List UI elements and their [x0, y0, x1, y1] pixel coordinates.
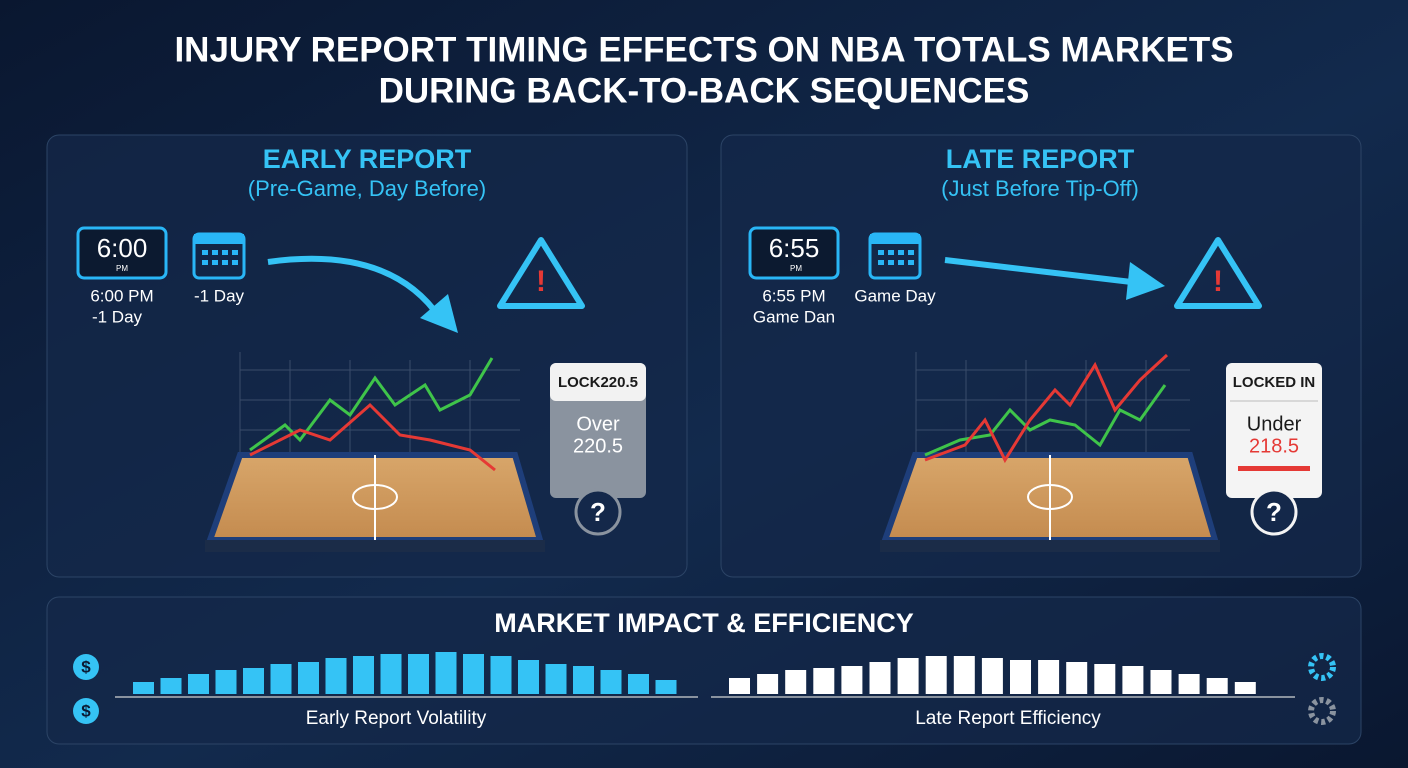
bar: [925, 656, 947, 694]
bar: [1066, 662, 1088, 694]
bar: [133, 682, 154, 694]
panel-subtitle: (Just Before Tip-Off): [941, 176, 1139, 201]
bar: [1010, 660, 1031, 694]
bar: [243, 668, 264, 694]
bar: [1234, 682, 1256, 694]
dollar-icon: $: [81, 701, 91, 720]
time-label: -1 Day: [92, 307, 143, 326]
bar: [270, 664, 292, 694]
bar: [215, 670, 237, 694]
bar: [518, 660, 539, 694]
ticket-header: LOCKED IN: [1233, 374, 1316, 391]
bar: [1150, 670, 1172, 694]
alert-icon: !: [1213, 265, 1223, 298]
bar: [325, 658, 347, 694]
time-label: 6:00 PM: [90, 286, 153, 305]
ticket-pick: Over: [576, 413, 620, 435]
panel-subtitle: (Pre-Game, Day Before): [248, 176, 486, 201]
clock: 6:55: [769, 233, 820, 263]
bar: [841, 666, 863, 694]
bar: [981, 658, 1003, 694]
chart-label: Late Report Efficiency: [915, 708, 1101, 729]
bar: [490, 656, 512, 694]
bar: [435, 652, 457, 694]
bar: [160, 678, 182, 694]
bar: [869, 662, 891, 694]
bar: [573, 666, 594, 694]
title: DURING BACK-TO-BACK SEQUENCES: [379, 71, 1030, 110]
bar: [953, 656, 975, 694]
bar: [729, 678, 750, 694]
early-panel: EARLY REPORT (Pre-Game, Day Before) 6:00…: [46, 134, 688, 578]
bar: [1206, 678, 1228, 694]
bar: [1094, 664, 1116, 694]
clock-suffix: PM: [116, 264, 128, 273]
bar: [1122, 666, 1144, 694]
bar: [757, 674, 779, 694]
late-panel: LATE REPORT (Just Before Tip-Off) 6:55 P…: [720, 134, 1362, 578]
bar: [380, 654, 402, 694]
panel-title: LATE REPORT: [946, 144, 1135, 174]
bar: [188, 674, 209, 694]
bar: [813, 668, 835, 694]
clock-suffix: PM: [790, 264, 802, 273]
bar: [545, 664, 567, 694]
ticket-header: LOCK220.5: [558, 374, 638, 391]
bar: [1178, 674, 1200, 694]
time-label: 6:55 PM: [762, 286, 825, 305]
panel-title: EARLY REPORT: [263, 144, 472, 174]
ticket-line: 220.5: [573, 435, 623, 457]
bar: [1038, 660, 1060, 694]
footer-title: MARKET IMPACT & EFFICIENCY: [494, 608, 914, 638]
bar: [353, 656, 374, 694]
clock: 6:00: [97, 233, 148, 263]
bar: [655, 680, 677, 694]
bar: [408, 654, 429, 694]
bar: [897, 658, 919, 694]
dollar-icon: $: [81, 657, 91, 676]
time-label: Game Dan: [753, 307, 835, 326]
bar: [298, 662, 319, 694]
bar: [463, 654, 484, 694]
question-icon: ?: [590, 497, 606, 527]
title: INJURY REPORT TIMING EFFECTS ON NBA TOTA…: [174, 30, 1233, 69]
alert-icon: !: [536, 265, 546, 298]
bar: [785, 670, 807, 694]
question-icon: ?: [1266, 497, 1282, 527]
bar: [628, 674, 649, 694]
calendar-label: Game Day: [854, 286, 936, 305]
chart-label: Early Report Volatility: [306, 708, 487, 729]
ticket-line: 218.5: [1249, 435, 1299, 457]
calendar-label: -1 Day: [194, 286, 245, 305]
bar: [600, 670, 622, 694]
footer-panel: MARKET IMPACT & EFFICIENCY $ $ Early Rep…: [46, 596, 1362, 745]
ticket-pick: Under: [1247, 413, 1302, 435]
